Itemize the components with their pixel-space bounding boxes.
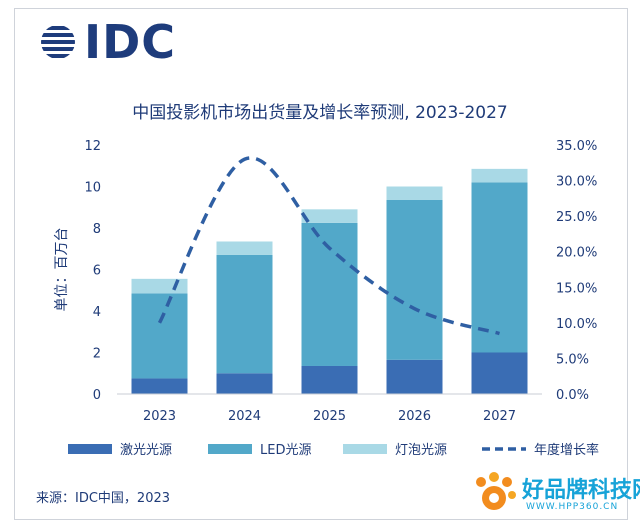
bar-2-2024: [216, 241, 273, 255]
growth-rate-line: [157, 156, 500, 336]
y-tick-label: 4: [93, 305, 101, 320]
x-tick-label: 2023: [143, 409, 176, 424]
bar-1-2023: [131, 293, 188, 379]
watermark-url: WWW.HPP360.CN: [526, 502, 619, 512]
x-tick-label: 2025: [313, 409, 346, 424]
source-note: 来源：IDC中国，2023: [36, 491, 171, 506]
y-tick-label: 0: [93, 388, 101, 403]
bar-2-2027: [471, 168, 528, 183]
watermark-name: 好品牌科技网: [522, 478, 640, 503]
y2-tick-label: 15.0%: [556, 281, 597, 296]
bar-0-2024: [216, 373, 273, 394]
y-tick-label: 2: [93, 347, 101, 362]
y-tick-label: 10: [84, 181, 101, 196]
bar-0-2023: [131, 378, 188, 394]
bar-0-2027: [471, 352, 528, 394]
idc-logo-icon: [41, 26, 75, 58]
chart-title: 中国投影机市场出货量及增长率预测, 2023-2027: [132, 103, 508, 123]
legend-label-0: 激光光源: [120, 443, 172, 458]
y2-tick-label: 25.0%: [556, 210, 597, 225]
y2-tick-label: 5.0%: [556, 352, 589, 367]
watermark-logo-icon: [476, 472, 516, 510]
legend-swatch-0: [68, 444, 112, 454]
bar-0-2025: [301, 365, 358, 394]
x-tick-label: 2024: [228, 409, 261, 424]
legend-swatch-2: [343, 444, 387, 454]
y2-tick-label: 35.0%: [556, 139, 597, 154]
bar-0-2026: [386, 359, 443, 394]
bar-2-2025: [301, 209, 358, 223]
bar-2-2026: [386, 186, 443, 200]
y-tick-label: 6: [93, 264, 101, 279]
x-tick-label: 2026: [398, 409, 431, 424]
y2-tick-label: 0.0%: [556, 388, 589, 403]
bar-1-2024: [216, 254, 273, 374]
y2-tick-label: 10.0%: [556, 317, 597, 332]
y-tick-label: 12: [84, 139, 101, 154]
bar-1-2027: [471, 182, 528, 353]
y-axis-title: 单位：百万台: [54, 228, 70, 312]
legend-label-1: LED光源: [260, 443, 311, 458]
legend-swatch-1: [208, 444, 252, 454]
bar-1-2026: [386, 199, 443, 360]
legend-label-line: 年度增长率: [534, 442, 599, 458]
bar-1-2025: [301, 222, 358, 366]
y2-tick-label: 30.0%: [556, 175, 597, 190]
y2-tick-label: 20.0%: [556, 246, 597, 261]
idc-logo-text: IDC: [84, 15, 177, 69]
y-tick-label: 8: [93, 222, 101, 237]
watermark: 好品牌科技网 WWW.HPP360.CN: [470, 470, 640, 520]
x-tick-label: 2027: [483, 409, 516, 424]
legend-label-2: 灯泡光源: [395, 443, 447, 458]
